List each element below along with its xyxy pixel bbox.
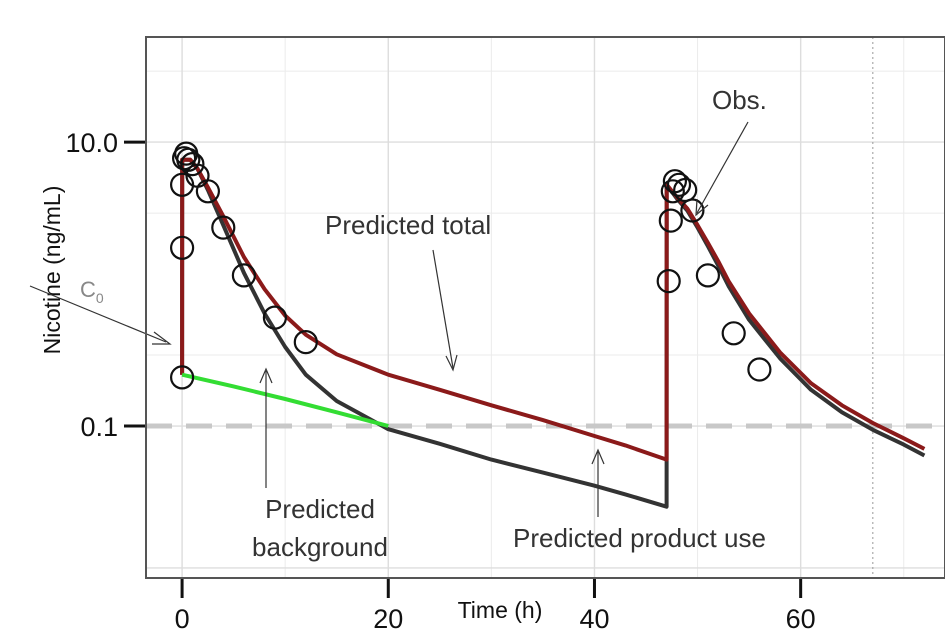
series-predicted-background (181, 372, 389, 428)
observed-point (211, 215, 236, 240)
observed-point (293, 330, 318, 355)
observed-point (721, 321, 746, 346)
observed-point (170, 235, 195, 260)
observed-point (195, 179, 220, 204)
predicted-product-arrowhead (591, 448, 605, 465)
x-tick-label-0: 0 (175, 604, 190, 631)
observed-point (680, 198, 705, 223)
observed-point (695, 263, 721, 288)
c0-annotation: C0 (80, 277, 104, 306)
predicted-total-annotation: Predicted total (325, 210, 491, 240)
obs-arrowhead (695, 198, 709, 217)
axes: 10.0 0.1 0 20 40 60 (65, 128, 815, 631)
observed-point (658, 208, 683, 233)
series-group (180, 157, 926, 509)
observed-point (656, 269, 681, 294)
y-tick-label-0: 10.0 (65, 128, 118, 158)
x-axis-title: Time (h) (458, 597, 543, 623)
observed-point (170, 365, 195, 390)
series-predicted-total (180, 157, 926, 462)
obs-arrow (696, 121, 749, 214)
x-tick-label-3: 60 (786, 604, 816, 631)
observed-point (231, 263, 256, 288)
predicted-background-annotation-line2: background (252, 532, 388, 562)
predicted-total-arrowhead (445, 354, 458, 372)
predicted-total-arrow (432, 249, 454, 369)
series-predicted-product-use (180, 157, 926, 509)
observed-point (262, 305, 287, 330)
plot-border (145, 36, 945, 579)
reference-lines (146, 37, 945, 578)
y-axis-title: Nicotine (ng/mL) (39, 186, 65, 355)
x-tick-label-2: 40 (579, 604, 609, 631)
c0-arrowhead (152, 331, 172, 345)
y-tick-label-1: 0.1 (80, 412, 118, 442)
obs-annotation: Obs. (712, 85, 767, 115)
predicted-background-annotation-line1: Predicted (265, 494, 375, 524)
predicted-product-annotation: Predicted product use (513, 523, 766, 553)
annotations: C0 Obs. Predicted total Predicted backgr… (29, 85, 767, 562)
observed-point (747, 357, 772, 382)
observed-point (180, 152, 205, 177)
observed-points (170, 141, 772, 390)
c0-label: C (80, 277, 96, 302)
c0-arrow (29, 285, 167, 343)
x-tick-label-1: 20 (373, 604, 403, 631)
c0-subscript: 0 (96, 290, 104, 306)
observed-point (666, 172, 692, 197)
predicted-background-arrowhead (259, 367, 273, 384)
observed-point (660, 179, 685, 204)
